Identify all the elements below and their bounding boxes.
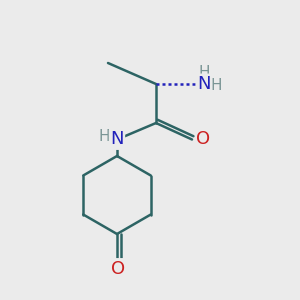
Text: N: N xyxy=(110,130,124,148)
Text: O: O xyxy=(111,260,126,278)
Text: O: O xyxy=(196,130,211,148)
Text: H: H xyxy=(99,129,110,144)
Text: H: H xyxy=(211,78,222,93)
Text: H: H xyxy=(198,65,210,80)
Text: N: N xyxy=(197,75,211,93)
